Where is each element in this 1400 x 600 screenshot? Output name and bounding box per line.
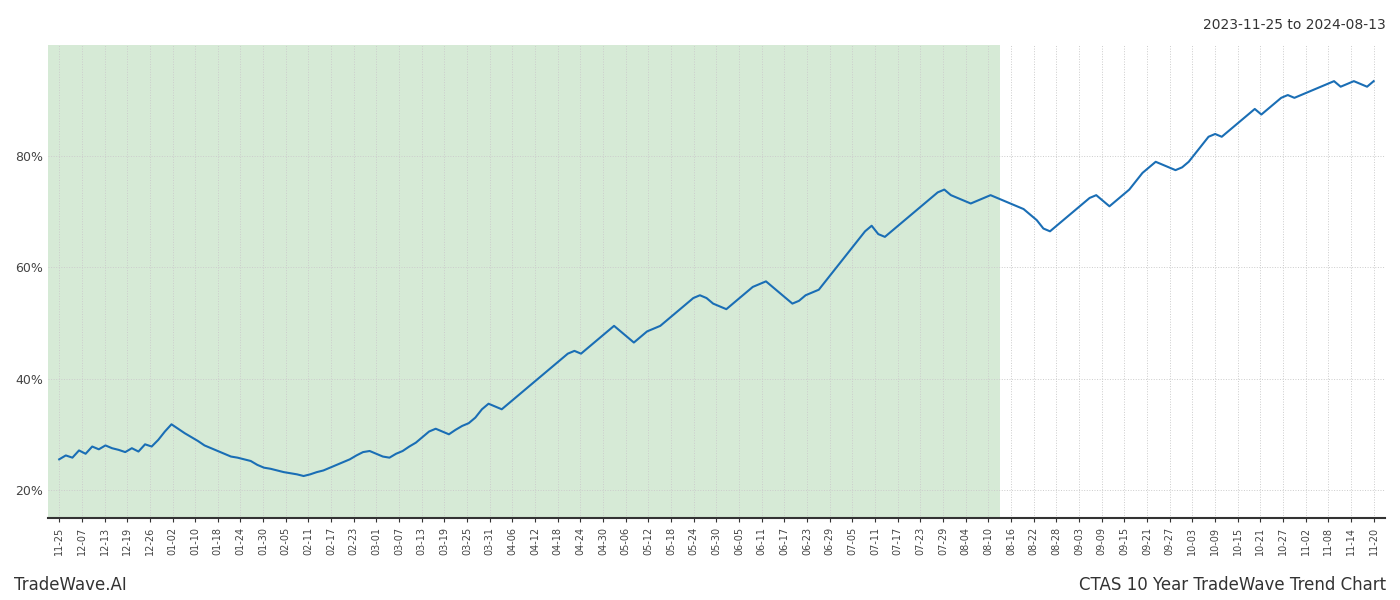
Text: TradeWave.AI: TradeWave.AI (14, 576, 127, 594)
Text: CTAS 10 Year TradeWave Trend Chart: CTAS 10 Year TradeWave Trend Chart (1079, 576, 1386, 594)
Bar (48, 45, 1000, 518)
Text: 2023-11-25 to 2024-08-13: 2023-11-25 to 2024-08-13 (1203, 18, 1386, 32)
